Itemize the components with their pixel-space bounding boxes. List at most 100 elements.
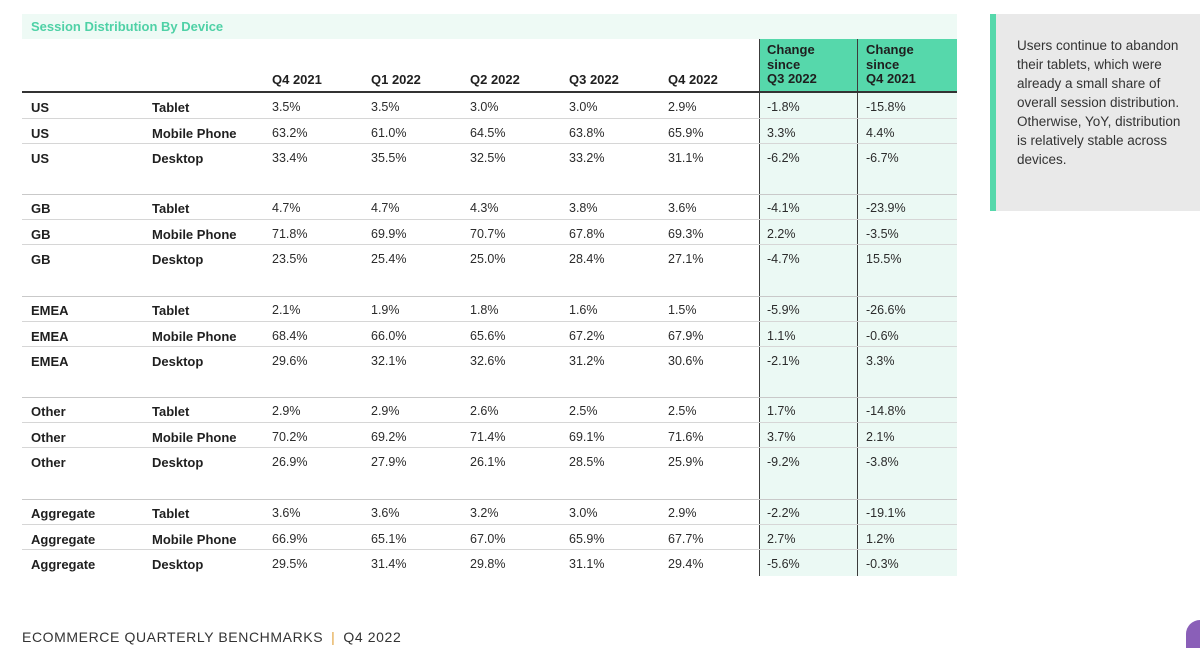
value-cell: 4.7%	[371, 201, 400, 215]
value-cell: 66.9%	[272, 531, 308, 546]
value-cell: 3.6%	[668, 201, 697, 215]
value-cell: 3.6%	[272, 506, 301, 520]
value-cell: 2.7%	[767, 531, 796, 546]
value-cell: 29.4%	[668, 557, 704, 571]
change-column-header: Change since Q4 2021	[866, 42, 916, 87]
value-cell: 28.5%	[569, 455, 605, 469]
value-cell: 69.3%	[668, 226, 704, 241]
device-cell: Tablet	[152, 201, 190, 216]
device-cell: Mobile Phone	[152, 531, 237, 547]
column-header: Q4 2021	[272, 72, 322, 87]
device-cell: Mobile Phone	[152, 226, 237, 242]
device-cell: Tablet	[152, 303, 190, 318]
change-q3-header-bg	[760, 39, 857, 92]
footer-separator: |	[331, 629, 336, 645]
value-cell: 4.7%	[272, 201, 301, 215]
value-cell: 29.8%	[470, 557, 506, 571]
change-divider-right	[857, 39, 858, 576]
value-cell: 2.1%	[272, 303, 301, 317]
value-cell: 27.1%	[668, 252, 704, 266]
value-cell: -19.1%	[866, 506, 906, 520]
change-header-line: Q3 2022	[767, 71, 817, 86]
change-header-line: Change	[866, 42, 914, 57]
value-cell: 3.2%	[470, 506, 499, 520]
value-cell: 3.0%	[569, 506, 598, 520]
region-cell: EMEA	[31, 354, 69, 369]
value-cell: 69.2%	[371, 429, 407, 444]
region-cell: GB	[31, 201, 51, 216]
value-cell: 67.0%	[470, 531, 506, 546]
value-cell: 1.1%	[767, 328, 796, 343]
column-header: Q2 2022	[470, 72, 520, 87]
row-divider	[22, 117, 957, 119]
value-cell: 31.2%	[569, 354, 605, 368]
value-cell: 63.8%	[569, 125, 605, 140]
value-cell: 64.5%	[470, 125, 506, 140]
value-cell: 67.9%	[668, 328, 704, 343]
value-cell: -3.8%	[866, 455, 899, 469]
value-cell: 71.4%	[470, 429, 506, 444]
value-cell: -5.6%	[767, 557, 800, 571]
row-divider	[22, 421, 957, 423]
value-cell: 1.5%	[668, 303, 697, 317]
value-cell: 67.8%	[569, 226, 605, 241]
value-cell: 3.3%	[767, 125, 796, 140]
device-cell: Desktop	[152, 557, 204, 572]
value-cell: -9.2%	[767, 455, 800, 469]
value-cell: 28.4%	[569, 252, 605, 266]
row-divider	[22, 320, 957, 322]
footer-quarter: Q4 2022	[343, 629, 402, 645]
value-cell: 26.9%	[272, 455, 308, 469]
device-cell: Tablet	[152, 506, 190, 521]
change-column-header: Change since Q3 2022	[767, 42, 817, 87]
value-cell: 35.5%	[371, 151, 407, 165]
value-cell: 32.5%	[470, 151, 506, 165]
value-cell: 2.9%	[668, 506, 697, 520]
value-cell: 3.6%	[371, 506, 400, 520]
change-header-line: since	[866, 56, 900, 72]
row-divider	[22, 447, 957, 448]
change-divider-left	[759, 39, 760, 576]
group-divider	[22, 397, 957, 398]
value-cell: 1.2%	[866, 531, 895, 546]
value-cell: 1.9%	[371, 303, 400, 317]
value-cell: 67.2%	[569, 328, 605, 343]
value-cell: 31.4%	[371, 557, 407, 571]
value-cell: 70.7%	[470, 226, 506, 241]
value-cell: 65.1%	[371, 531, 407, 546]
value-cell: -4.7%	[767, 252, 800, 266]
device-cell: Tablet	[152, 404, 190, 419]
value-cell: 32.1%	[371, 354, 407, 368]
group-divider	[22, 194, 957, 195]
value-cell: 33.2%	[569, 151, 605, 165]
value-cell: 2.5%	[668, 404, 697, 418]
device-cell: Desktop	[152, 151, 204, 166]
value-cell: 33.4%	[272, 151, 308, 165]
value-cell: 71.6%	[668, 429, 704, 444]
column-header: Q3 2022	[569, 72, 619, 87]
value-cell: 2.9%	[272, 404, 301, 418]
column-header: Q1 2022	[371, 72, 421, 87]
value-cell: 26.1%	[470, 455, 506, 469]
value-cell: 2.2%	[767, 226, 796, 241]
device-cell: Mobile Phone	[152, 429, 237, 445]
value-cell: 69.1%	[569, 429, 605, 444]
value-cell: 25.4%	[371, 252, 407, 266]
value-cell: -2.1%	[767, 354, 800, 368]
value-cell: 3.0%	[470, 100, 499, 114]
value-cell: 3.3%	[866, 354, 895, 368]
callout-box: Users continue to abandon their tablets,…	[990, 14, 1200, 211]
footer: ECOMMERCE QUARTERLY BENCHMARKS | Q4 2022	[22, 629, 401, 645]
value-cell: 2.9%	[371, 404, 400, 418]
value-cell: 30.6%	[668, 354, 704, 368]
row-divider	[22, 143, 957, 144]
change-header-line: Q4 2021	[866, 71, 916, 86]
value-cell: -14.8%	[866, 404, 906, 418]
value-cell: 25.0%	[470, 252, 506, 266]
value-cell: 2.6%	[470, 404, 499, 418]
row-divider	[22, 346, 957, 347]
change-header-line: Change	[767, 42, 815, 57]
value-cell: 70.2%	[272, 429, 308, 444]
region-cell: EMEA	[31, 303, 69, 318]
row-divider	[22, 549, 957, 550]
